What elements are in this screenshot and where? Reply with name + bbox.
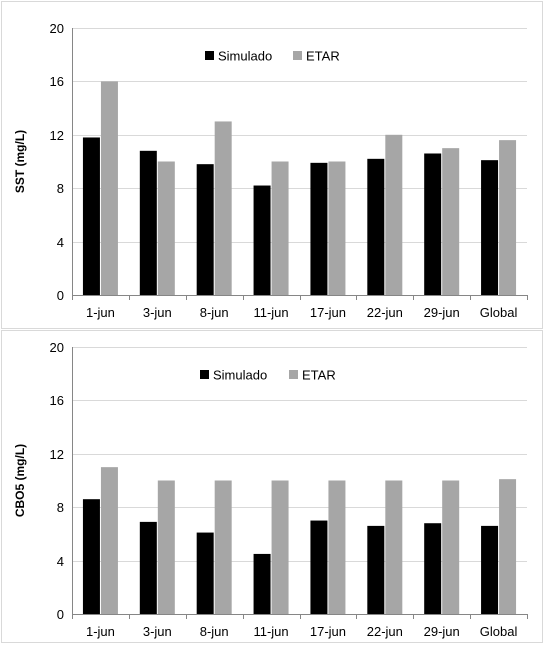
legend-swatch-etar (293, 51, 302, 60)
legend-swatch-simulado (200, 370, 209, 379)
bar-simulado-global (481, 525, 499, 614)
bar-etar-29-jun (442, 480, 460, 614)
x-tick-label: 3-jun (143, 305, 172, 320)
x-tick-label: 1-jun (86, 624, 115, 639)
bar-simulado-22-jun (367, 525, 385, 614)
x-tick-label: 22-jun (367, 305, 403, 320)
y-tick-label: 0 (57, 288, 64, 303)
y-tick-label: 8 (57, 500, 64, 515)
x-tick-label: 8-jun (200, 305, 229, 320)
x-tick-label: 17-jun (310, 624, 346, 639)
bar-simulado-1-jun (82, 499, 100, 614)
bar-simulado-17-jun (310, 162, 328, 295)
bar-simulado-global (481, 160, 499, 295)
y-tick-label: 4 (57, 235, 64, 250)
bar-simulado-3-jun (139, 150, 157, 295)
bar-etar-3-jun (157, 161, 175, 295)
bar-simulado-3-jun (139, 521, 157, 614)
bar-simulado-8-jun (196, 532, 214, 614)
x-tick-label: 8-jun (200, 624, 229, 639)
y-tick-label: 20 (50, 340, 64, 355)
legend-label-simulado: Simulado (213, 368, 267, 383)
bar-etar-17-jun (328, 480, 346, 614)
chart-panel-sst: 0 4 8 12 16 20 1-jun 3-jun 8-jun 11-jun 17-jun 22-j… (1, 1, 543, 329)
bar-etar-3-jun (157, 480, 175, 614)
bar-etar-1-jun (100, 467, 118, 614)
bar-simulado-29-jun (424, 523, 442, 614)
y-axis-title: SST (mg/L) (13, 130, 27, 193)
legend-label-etar: ETAR (302, 368, 336, 383)
bar-simulado-22-jun (367, 158, 385, 295)
y-tick-label: 0 (57, 607, 64, 622)
x-tick-label: Global (480, 624, 518, 639)
bar-etar-22-jun (385, 134, 403, 295)
bar-etar-global (499, 479, 517, 614)
bar-simulado-1-jun (82, 137, 100, 295)
y-tick-label: 16 (50, 74, 64, 89)
bar-etar-11-jun (271, 161, 289, 295)
y-tick-label: 12 (50, 447, 64, 462)
bar-simulado-8-jun (196, 164, 214, 295)
x-tick-label: 22-jun (367, 624, 403, 639)
x-tick-label: 11-jun (253, 305, 288, 320)
x-tick-label: 17-jun (310, 305, 346, 320)
bar-etar-8-jun (214, 480, 232, 614)
chart-panel-cbo5: 0 4 8 12 16 20 1-jun 3-jun 8-jun 11-jun 17-jun 22-j… (1, 330, 543, 643)
bar-etar-1-jun (100, 81, 118, 296)
bar-simulado-29-jun (424, 153, 442, 295)
legend-swatch-simulado (205, 51, 214, 60)
bar-etar-17-jun (328, 161, 346, 295)
x-tick-label: 29-jun (424, 305, 460, 320)
bar-etar-22-jun (385, 480, 403, 614)
y-tick-label: 16 (50, 393, 64, 408)
y-tick-label: 8 (57, 181, 64, 196)
x-tick-label: 29-jun (424, 624, 460, 639)
y-tick-label: 4 (57, 554, 64, 569)
bar-etar-29-jun (442, 148, 460, 295)
bar-simulado-11-jun (253, 553, 271, 614)
y-axis-title: CBO5 (mg/L) (13, 444, 27, 517)
bar-simulado-11-jun (253, 185, 271, 295)
y-tick-label: 12 (50, 128, 64, 143)
bar-etar-8-jun (214, 121, 232, 295)
x-tick-label: 11-jun (253, 624, 288, 639)
bar-etar-11-jun (271, 480, 289, 614)
x-tick-label: 1-jun (86, 305, 115, 320)
y-tick-label: 20 (50, 21, 64, 36)
legend-swatch-etar (289, 370, 298, 379)
legend-label-etar: ETAR (306, 49, 340, 64)
bar-simulado-17-jun (310, 520, 328, 614)
bar-etar-global (499, 140, 517, 295)
x-tick-label: 3-jun (143, 624, 172, 639)
x-tick-label: Global (480, 305, 518, 320)
legend-label-simulado: Simulado (218, 49, 272, 64)
